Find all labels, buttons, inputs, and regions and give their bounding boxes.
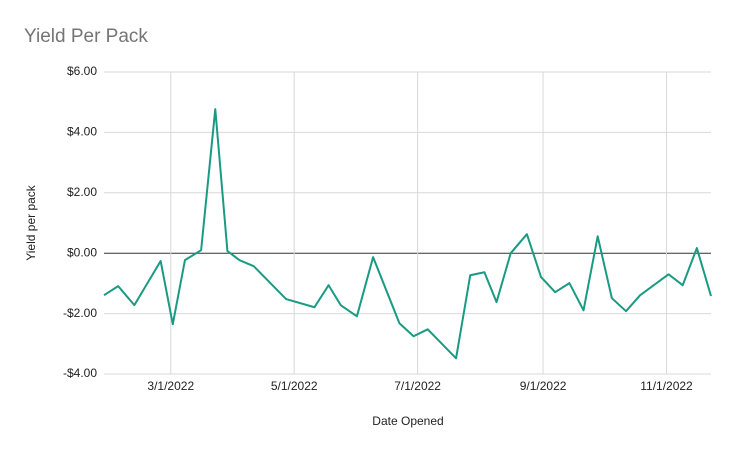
y-tick-label: $2.00 bbox=[67, 185, 97, 199]
y-tick-label: -$4.00 bbox=[63, 366, 97, 380]
y-tick-label: $4.00 bbox=[67, 125, 97, 139]
y-axis-label: Yield per pack bbox=[24, 184, 38, 261]
data-line bbox=[103, 108, 712, 360]
y-tick-label: $6.00 bbox=[67, 64, 97, 78]
y-tick-label: $0.00 bbox=[67, 245, 97, 259]
chart-title: Yield Per Pack bbox=[24, 26, 148, 47]
x-tick-label: 3/1/2022 bbox=[147, 379, 194, 393]
x-tick-label: 5/1/2022 bbox=[271, 379, 318, 393]
x-tick-label: 9/1/2022 bbox=[520, 379, 567, 393]
y-tick-label: -$2.00 bbox=[63, 306, 97, 320]
x-tick-label: 7/1/2022 bbox=[394, 379, 441, 393]
x-axis-label: Date Opened bbox=[372, 414, 443, 428]
x-tick-label: 11/1/2022 bbox=[640, 379, 693, 393]
